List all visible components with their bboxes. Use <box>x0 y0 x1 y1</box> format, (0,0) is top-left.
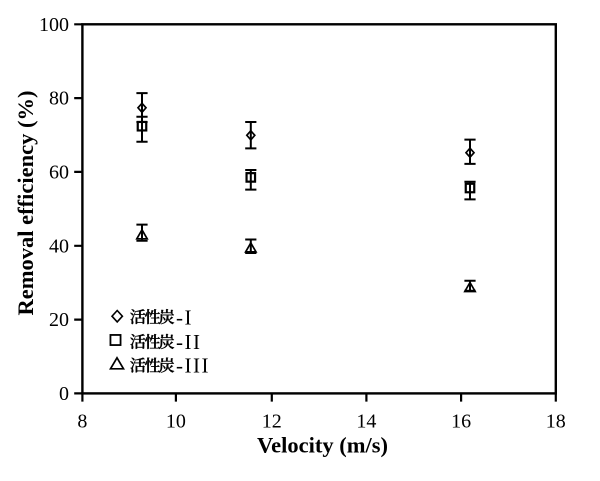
svg-text:10: 10 <box>166 411 186 433</box>
svg-text:20: 20 <box>49 309 69 331</box>
svg-text:-II: -II <box>176 330 201 354</box>
svg-text:100: 100 <box>39 14 69 36</box>
svg-text:18: 18 <box>546 411 566 433</box>
svg-text:-III: -III <box>176 354 210 378</box>
svg-text:0: 0 <box>59 383 69 405</box>
svg-text:Removal efficiency (%): Removal efficiency (%) <box>13 91 38 316</box>
svg-text:Velocity (m/s): Velocity (m/s) <box>257 433 388 458</box>
svg-text:80: 80 <box>49 88 69 110</box>
svg-text:60: 60 <box>49 162 69 184</box>
svg-text:12: 12 <box>262 411 282 433</box>
svg-text:8: 8 <box>77 411 87 433</box>
svg-text:40: 40 <box>49 235 69 257</box>
svg-text:-I: -I <box>176 305 193 329</box>
svg-text:14: 14 <box>356 411 376 433</box>
svg-text:16: 16 <box>451 411 471 433</box>
